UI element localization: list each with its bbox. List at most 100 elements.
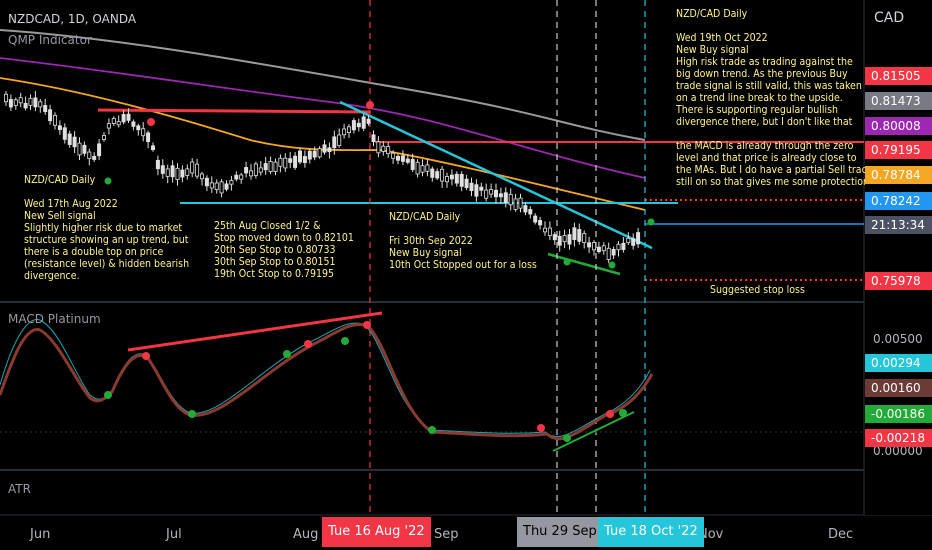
candle-body (8, 99, 13, 108)
macd-box: 0.00294 (865, 354, 932, 372)
candle-body (440, 168, 445, 182)
candle-body (606, 247, 611, 260)
macd-dot-green (283, 350, 291, 358)
indicator-title[interactable]: QMP Indicator (8, 33, 92, 47)
candle-body (33, 97, 38, 108)
candle-body (533, 215, 538, 223)
ma-purple-line (0, 57, 646, 179)
macd-box: -0.00218 (865, 429, 932, 447)
candle-body (229, 180, 234, 185)
candle-body (312, 150, 317, 158)
candle-body (53, 115, 58, 126)
candle-body (258, 167, 263, 173)
candle-body (13, 99, 18, 106)
candle-body (4, 93, 9, 103)
candle-body (141, 128, 146, 137)
candle-body (381, 145, 386, 152)
candle-body (327, 147, 332, 153)
candle-body (538, 220, 543, 226)
candle-body (503, 192, 508, 204)
candle-body (592, 242, 597, 251)
note-sep-buy: NZD/CAD Daily Fri 30th Sep 2022 New Buy … (389, 211, 537, 271)
candle-body (297, 150, 302, 163)
price-box: 0.78784 (865, 166, 932, 184)
macd-dot-green (188, 410, 196, 418)
candle-body (435, 171, 440, 179)
candle-body (131, 121, 136, 127)
candle-body (160, 165, 165, 174)
candle-body (621, 242, 626, 250)
macd-tick: 0.00000 (873, 444, 923, 458)
candle-body (283, 157, 288, 169)
candle-body (195, 163, 200, 177)
candle-body (415, 161, 420, 175)
candle-body (322, 144, 327, 153)
candle-body (479, 186, 484, 191)
candle-body (557, 235, 562, 246)
candle-body (547, 227, 552, 236)
candle-body (219, 181, 224, 194)
macd-dot-red (363, 321, 371, 329)
macd-dot-green (104, 391, 112, 399)
candle-body (596, 246, 601, 252)
candle-body (601, 245, 606, 252)
candle-body (572, 227, 577, 241)
candle-body (263, 163, 268, 171)
candle-body (209, 182, 214, 189)
candle-body (165, 168, 170, 177)
price-box: 0.79195 (865, 141, 932, 159)
note-stops: 25th Aug Closed 1/2 & Stop moved down to… (214, 220, 354, 280)
candle-body (552, 234, 557, 241)
macd-dot-green (619, 409, 627, 417)
candle-body (577, 229, 582, 242)
candle-body (611, 249, 616, 256)
candle-body (366, 118, 371, 124)
candle-body (489, 189, 494, 195)
candle-body (332, 136, 337, 149)
candle-body (631, 238, 636, 246)
candle-body (351, 120, 356, 131)
ma-gray-line (0, 29, 646, 141)
price-box: 0.81505 (865, 67, 932, 85)
macd-line (0, 322, 654, 441)
candle-body (62, 127, 67, 140)
currency-label: CAD (874, 10, 905, 26)
candle-body (248, 170, 253, 177)
candle-body (273, 161, 278, 172)
candle-body (405, 158, 410, 163)
macd-dot-red (537, 424, 545, 432)
price-axis[interactable]: CAD 0.81505 0.81473 0.80008 0.79195 0.78… (865, 0, 932, 515)
candle-body (420, 165, 425, 173)
candle-body (567, 234, 572, 245)
candle-body (23, 102, 28, 109)
symbol-title[interactable]: NZDCAD, 1D, OANDA (8, 12, 137, 26)
candle-body (180, 169, 185, 178)
stop-loss-label: Suggested stop loss (710, 284, 805, 296)
candle-body (175, 167, 180, 180)
candle-body (224, 183, 229, 190)
atr-pane-title[interactable]: ATR (8, 482, 31, 496)
macd-dot-red (304, 340, 312, 348)
candle-body (204, 177, 209, 187)
candle-body (150, 145, 155, 150)
note-oct-buy: NZD/CAD Daily Wed 19th Oct 2022 New Buy … (676, 8, 874, 188)
time-axis[interactable] (0, 516, 932, 550)
macd-tick: 0.00500 (873, 332, 923, 346)
price-box: 0.78242 (865, 192, 932, 210)
candle-body (106, 123, 111, 129)
time-label: Jul (166, 527, 182, 542)
candle-body (459, 173, 464, 187)
candle-body (376, 141, 381, 154)
candle-body (616, 243, 621, 251)
candle-body (199, 173, 204, 180)
macd-pane-title[interactable]: MACD Platinum (8, 312, 101, 326)
macd-dot-green (428, 426, 436, 434)
candle-body (342, 128, 347, 136)
candle-body (18, 97, 23, 104)
price-box: 0.80008 (865, 117, 932, 135)
macd-box: 0.00160 (865, 379, 932, 397)
candle-body (136, 125, 141, 131)
candle-body (395, 155, 400, 161)
candle-body (28, 97, 33, 106)
